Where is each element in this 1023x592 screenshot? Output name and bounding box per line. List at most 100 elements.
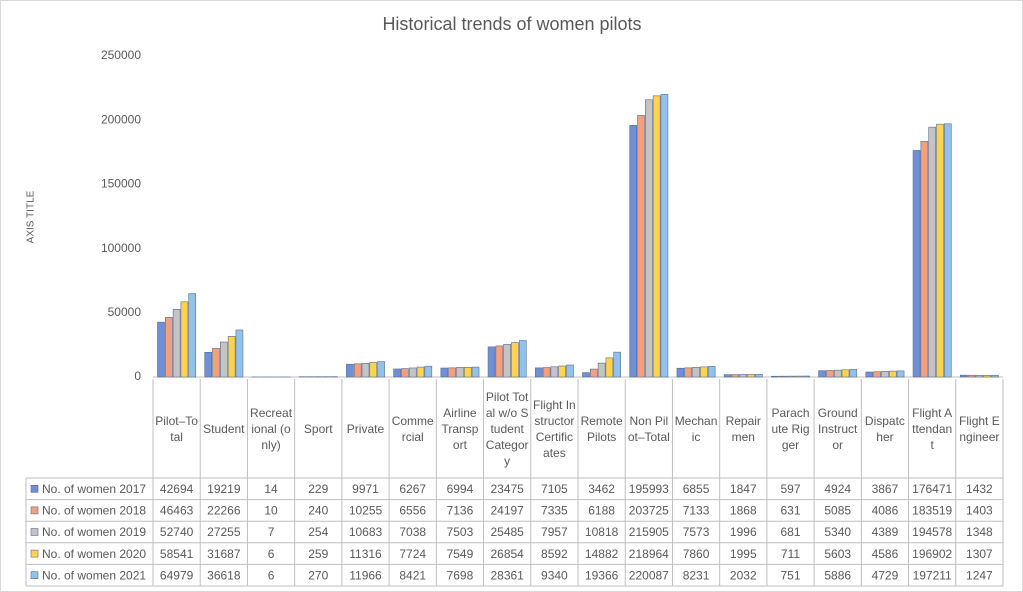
bar (534, 367, 543, 378)
table-value: 7503 (447, 525, 474, 539)
bar (660, 94, 669, 378)
bar (157, 321, 165, 378)
table-value: 7136 (447, 504, 474, 518)
table-value: 11966 (349, 568, 382, 582)
bar (707, 366, 716, 378)
table-value: 1403 (966, 504, 993, 518)
table-value: 7 (268, 525, 275, 539)
table-value: 42694 (160, 482, 194, 496)
bar (471, 366, 480, 378)
bar (676, 367, 685, 378)
legend-label: No. of women 2019 (42, 525, 146, 539)
table-value: 10818 (585, 525, 619, 539)
bar (975, 374, 984, 378)
legend-swatch (30, 528, 39, 536)
table-value: 8592 (541, 547, 568, 561)
table-value: 270 (308, 568, 328, 582)
table-value: 4924 (824, 482, 851, 496)
table-value: 183519 (912, 504, 952, 518)
table-value: 10255 (349, 504, 383, 518)
table-value: 1996 (730, 525, 757, 539)
bar (912, 150, 921, 378)
bar (511, 342, 519, 378)
x-tick-label: Recreational (only) (250, 405, 293, 452)
bar (353, 363, 362, 378)
table-value: 5340 (824, 525, 851, 539)
x-tick-label: Non Pilot–Total (627, 413, 670, 444)
table-value: 14 (264, 482, 278, 496)
table-value: 9340 (541, 568, 568, 582)
y-axis-title: AXIS TITLE (26, 190, 37, 243)
table-value: 64979 (160, 568, 194, 582)
x-tick-label: Flight Instructor Certificates (533, 397, 576, 460)
table-value: 7698 (447, 568, 474, 582)
bar (896, 370, 905, 378)
table-value: 6267 (399, 482, 426, 496)
bar (227, 336, 236, 378)
x-tick-label: Ground Instructor (817, 405, 858, 452)
legend-label: No. of women 2021 (42, 568, 146, 582)
table-value: 631 (780, 504, 800, 518)
bar (212, 348, 220, 378)
table-value: 24197 (490, 504, 524, 518)
table-value: 6 (268, 568, 275, 582)
bar (487, 346, 496, 378)
bar (881, 371, 889, 378)
x-tick-label: Airline Transport (441, 405, 479, 452)
table-value: 6 (268, 547, 275, 561)
legend-swatch (30, 484, 39, 493)
table-value: 9971 (352, 482, 379, 496)
legend-label: No. of women 2020 (42, 547, 146, 561)
bar (928, 126, 936, 378)
table-value: 6855 (683, 482, 710, 496)
bar (959, 374, 968, 378)
bar (393, 368, 401, 378)
table-value: 751 (780, 568, 800, 582)
table-value: 4586 (872, 547, 899, 561)
table-value: 7133 (683, 504, 710, 518)
bar (369, 362, 378, 378)
table-value: 27255 (207, 525, 241, 539)
x-tick-label: Parachute Rigger (771, 405, 810, 452)
bar (865, 371, 874, 378)
x-tick-label: Pilot Total w/o Student Category (485, 389, 529, 468)
table-value: 22266 (207, 504, 241, 518)
bar (873, 371, 881, 378)
bar (448, 367, 456, 378)
x-tick-label: Flight Attendant (912, 405, 953, 452)
bar (778, 375, 787, 378)
bar (361, 362, 370, 378)
table-value: 194578 (912, 525, 952, 539)
y-tick-label: 50000 (108, 305, 142, 319)
bar (888, 370, 897, 378)
bar (377, 361, 385, 378)
bar (731, 374, 740, 378)
table-value: 218964 (629, 547, 669, 561)
legend-swatch (30, 549, 39, 558)
bar (495, 345, 504, 378)
table-value: 259 (308, 547, 328, 561)
table-value: 7724 (399, 547, 426, 561)
table-value: 7105 (541, 482, 568, 496)
x-tick-label: Private (346, 421, 385, 436)
table-value: 229 (308, 482, 328, 496)
legend-swatch (30, 506, 39, 515)
table-value: 1432 (966, 482, 993, 496)
x-tick-label: Commercial (391, 413, 434, 444)
table-value: 1995 (730, 547, 757, 561)
table-value: 1868 (730, 504, 757, 518)
table-value: 31687 (207, 547, 241, 561)
bar (802, 375, 810, 378)
bar (180, 301, 189, 378)
x-tick-label: Flight Engineer (959, 413, 1000, 444)
bar (786, 375, 795, 378)
bar (165, 317, 173, 378)
chart-title: Historical trends of women pilots (382, 14, 641, 34)
bar (566, 364, 574, 378)
table-value: 10683 (349, 525, 383, 539)
table-value: 7038 (399, 525, 426, 539)
x-tick-label: Mechanic (674, 413, 718, 444)
bar (188, 293, 197, 378)
bar (943, 123, 952, 378)
